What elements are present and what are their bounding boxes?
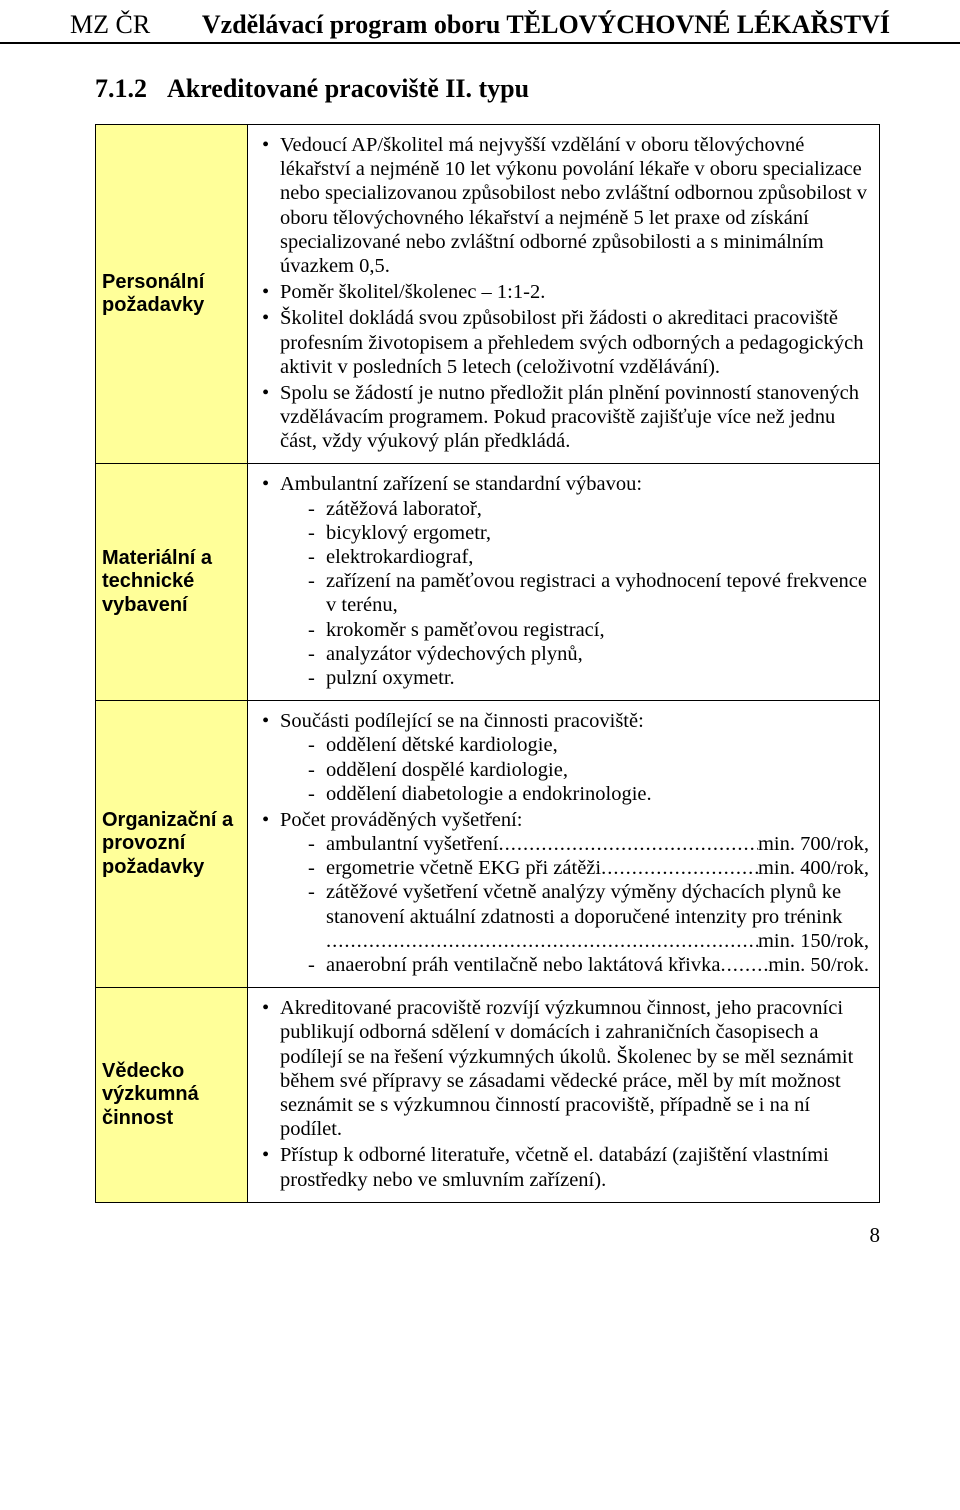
list-item: Ambulantní zařízení se standardní výbavo… [276, 472, 869, 690]
list-item: oddělení diabetologie a endokrinologie. [324, 782, 869, 806]
list-item: bicyklový ergometr, [324, 521, 869, 545]
leader-text: ambulantní vyšetření [326, 832, 499, 856]
bullet-list: Akreditované pracoviště rozvíjí výzkumno… [258, 996, 869, 1192]
page-number: 8 [870, 1223, 881, 1247]
list-item: ambulantní vyšetření min. 700/rok, [324, 832, 869, 856]
leader-value: min. 700/rok, [758, 832, 869, 856]
table-row: Materiální a technické vybavení Ambulant… [96, 464, 880, 701]
row-label-org: Organizační a provozní požadavky [96, 701, 248, 988]
page-footer: 8 [0, 1203, 960, 1248]
leader-text: ergometrie včetně EKG při zátěži [326, 856, 601, 880]
leader-dots [720, 953, 768, 977]
list-item: krokoměr s paměťovou registrací, [324, 618, 869, 642]
leader-text: anaerobní práh ventilačně nebo laktátová… [326, 953, 720, 977]
list-item: Poměr školitel/školenec – 1:1-2. [276, 280, 869, 304]
table-row: Vědecko výzkumná činnost Akreditované pr… [96, 988, 880, 1203]
list-item: zátěžové vyšetření včetně analýzy výměny… [324, 880, 869, 953]
bullet-list: Součásti podílející se na činnosti praco… [258, 709, 869, 977]
header-org: MZ ČR [70, 10, 190, 40]
content: 7.1.2 Akreditované pracoviště II. typu P… [0, 44, 960, 1203]
list-item: Spolu se žádostí je nutno předložit plán… [276, 381, 869, 454]
leader-value: min. 400/rok, [758, 856, 869, 880]
leader-value: min. 150/rok, [758, 929, 869, 953]
row-content-org: Součásti podílející se na činnosti praco… [248, 701, 880, 988]
header-title: Vzdělávací program oboru TĚLOVÝCHOVNÉ LÉ… [190, 10, 890, 40]
list-item: oddělení dospělé kardiologie, [324, 758, 869, 782]
section-title: Akreditované pracoviště II. typu [167, 74, 529, 104]
table-row: Organizační a provozní požadavky Součást… [96, 701, 880, 988]
lead-text: Počet prováděných vyšetření: [280, 809, 523, 831]
lead-text: Ambulantní zařízení se standardní výbavo… [280, 473, 642, 495]
leader-dots [601, 856, 758, 880]
row-content-science: Akreditované pracoviště rozvíjí výzkumno… [248, 988, 880, 1203]
list-item: oddělení dětské kardiologie, [324, 733, 869, 757]
dash-list: ambulantní vyšetření min. 700/rok, ergom… [280, 832, 869, 977]
section-heading: 7.1.2 Akreditované pracoviště II. typu [95, 74, 880, 104]
dash-list: zátěžová laboratoř, bicyklový ergometr, … [280, 497, 869, 691]
row-label-personal: Personální požadavky [96, 125, 248, 464]
table-row: Personální požadavky Vedoucí AP/školitel… [96, 125, 880, 464]
list-item: zátěžová laboratoř, [324, 497, 869, 521]
row-content-personal: Vedoucí AP/školitel má nejvyšší vzdělání… [248, 125, 880, 464]
list-item: ergometrie včetně EKG při zátěži min. 40… [324, 856, 869, 880]
list-item: Vedoucí AP/školitel má nejvyšší vzdělání… [276, 133, 869, 278]
list-item: Školitel dokládá svou způsobilost při žá… [276, 306, 869, 379]
page-header: MZ ČR Vzdělávací program oboru TĚLOVÝCHO… [0, 0, 960, 44]
leader-dots [499, 832, 758, 856]
dash-list: oddělení dětské kardiologie, oddělení do… [280, 733, 869, 806]
requirements-table: Personální požadavky Vedoucí AP/školitel… [95, 124, 880, 1203]
row-label-material: Materiální a technické vybavení [96, 464, 248, 701]
bullet-list: Ambulantní zařízení se standardní výbavo… [258, 472, 869, 690]
leader-value: min. 50/rok. [768, 953, 869, 977]
list-item: Počet prováděných vyšetření: ambulantní … [276, 808, 869, 977]
row-content-material: Ambulantní zařízení se standardní výbavo… [248, 464, 880, 701]
leader-text: zátěžové vyšetření včetně analýzy výměny… [326, 880, 869, 928]
list-item: anaerobní práh ventilačně nebo laktátová… [324, 953, 869, 977]
lead-text: Součásti podílející se na činnosti praco… [280, 710, 644, 732]
list-item: Přístup k odborné literatuře, včetně el.… [276, 1143, 869, 1191]
list-item: Součásti podílející se na činnosti praco… [276, 709, 869, 806]
leader-dots [326, 929, 758, 953]
list-item: zařízení na paměťovou registraci a vyhod… [324, 569, 869, 617]
list-item: elektrokardiograf, [324, 545, 869, 569]
list-item: Akreditované pracoviště rozvíjí výzkumno… [276, 996, 869, 1141]
row-label-science: Vědecko výzkumná činnost [96, 988, 248, 1203]
section-number: 7.1.2 [95, 74, 167, 104]
bullet-list: Vedoucí AP/školitel má nejvyšší vzdělání… [258, 133, 869, 453]
list-item: analyzátor výdechových plynů, [324, 642, 869, 666]
list-item: pulzní oxymetr. [324, 666, 869, 690]
page: MZ ČR Vzdělávací program oboru TĚLOVÝCHO… [0, 0, 960, 1288]
